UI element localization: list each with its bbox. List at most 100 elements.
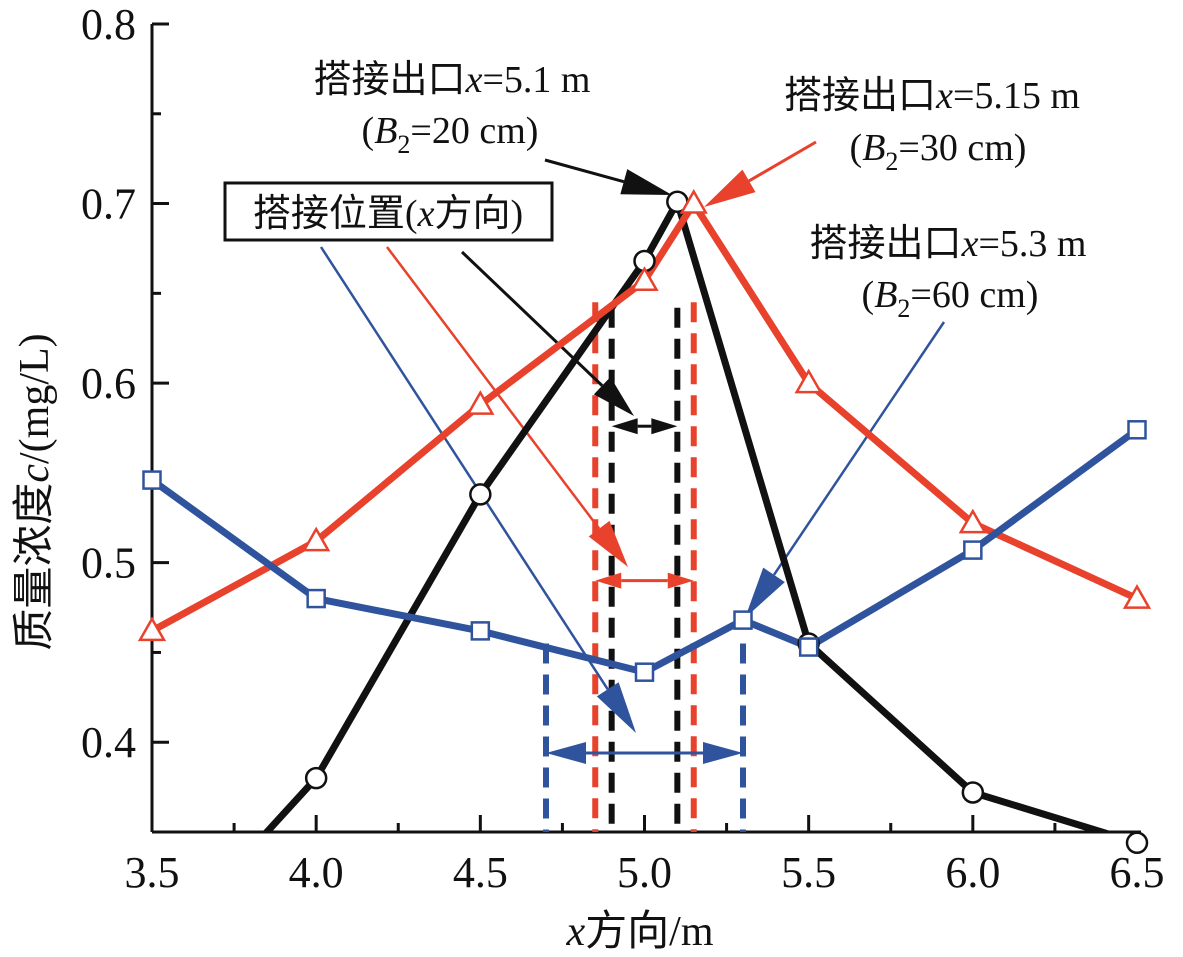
- y-tick-label: 0.6: [81, 359, 136, 408]
- series-markers-triangle: [137, 189, 1152, 642]
- x-tick-label: 3.5: [125, 848, 180, 897]
- annotation-20-width: =20 cm): [410, 110, 538, 152]
- data-point-square: [306, 588, 326, 609]
- annotation-30-paren: (: [850, 127, 863, 169]
- x-tick-label: 5.0: [617, 848, 672, 897]
- series-layer: [137, 189, 1152, 855]
- overlap-position-text-a: 搭接位置(: [253, 193, 418, 235]
- annotation-outlet-30cm: 搭接出口x=5.15 m (B2=30 cm): [784, 75, 1080, 176]
- data-point-square: [798, 637, 819, 657]
- data-point-circle: [469, 483, 492, 506]
- annotation-outlet-30cm-line2: (B2=30 cm): [850, 127, 1027, 176]
- overlap-range-arrowhead-left: [546, 741, 586, 764]
- annotation-60-var: x: [961, 223, 979, 265]
- data-point-triangle: [630, 266, 659, 292]
- annotation-outlet-20cm-line2: (B2=20 cm): [362, 110, 539, 159]
- annotation-outlet-20cm: 搭接出口x=5.1 m (B2=20 cm): [314, 59, 591, 159]
- x-tick-label: 5.5: [781, 848, 836, 897]
- y-tick-label: 0.4: [81, 718, 136, 767]
- pointer-box-to-20cm-range-head: [593, 376, 634, 416]
- overlap-range-arrowhead-right: [667, 572, 694, 589]
- data-point-triangle: [958, 508, 987, 534]
- y-tick-label: 0.7: [81, 180, 136, 229]
- pointer-outlet-30cm-line: [748, 140, 817, 183]
- series-line: [262, 198, 1114, 832]
- pointer-box-to-60cm-range-head: [596, 682, 636, 733]
- annotation-outlet-60cm: 搭接出口x=5.3 m (B2=60 cm): [810, 223, 1087, 323]
- annotation-30-width: =30 cm): [898, 127, 1026, 169]
- pointer-outlet-20cm-line: [544, 158, 625, 184]
- overlap-range-arrowhead-left: [611, 418, 638, 435]
- data-point-circle: [1125, 831, 1149, 855]
- overlap-range-arrowhead-right: [703, 741, 743, 764]
- y-tick-label: 0.5: [81, 539, 136, 588]
- data-point-square: [142, 470, 162, 490]
- annotation-60-sub: 2: [897, 294, 910, 323]
- annotation-60-text: 搭接出口: [810, 223, 962, 265]
- annotation-pointers: [319, 140, 946, 733]
- pointer-outlet-60cm-head: [745, 567, 785, 618]
- axes: 0.4 0.5 0.6 0.7 0.8 3.5 4.0 4.5 5.0 5.5 6.0 6.5: [81, 0, 1165, 897]
- data-point-square: [470, 621, 491, 641]
- annotation-30-var: x: [935, 75, 953, 117]
- x-tick-label: 6.0: [945, 848, 1000, 897]
- overlap-position-box: [223, 181, 554, 242]
- data-point-triangle: [679, 189, 708, 214]
- overlap-position-text: 搭接位置(x方向): [253, 193, 523, 235]
- y-axis-title-var: c: [12, 464, 58, 483]
- y-axis-title: 质量浓度c/(mg/L): [12, 333, 58, 650]
- x-axis-title-var: x: [566, 909, 586, 955]
- overlap-range-arrowhead-right: [651, 418, 678, 435]
- pointer-outlet-30cm-head: [704, 169, 756, 207]
- annotation-20-paren: (: [362, 110, 375, 152]
- y-axis-title-unit: /(mg/L): [12, 333, 58, 464]
- annotation-60-width: =60 cm): [910, 274, 1038, 316]
- annotation-20-sub: 2: [397, 130, 410, 159]
- series-triangle: [152, 200, 1139, 634]
- x-tick-label: 4.0: [289, 848, 344, 897]
- annotation-20-var: x: [465, 59, 483, 101]
- annotation-60-paren: (: [862, 274, 875, 316]
- series-line: [152, 426, 1140, 676]
- x-axis-title-main: 方向/m: [585, 909, 714, 955]
- data-point-circle: [304, 766, 328, 790]
- pointer-box-to-30cm-range-head: [588, 520, 628, 567]
- data-point-triangle: [137, 616, 167, 642]
- annotation-30-value: =5.15 m: [953, 75, 1080, 117]
- annotation-60-value: =5.3 m: [978, 223, 1086, 265]
- pointer-outlet-20cm-head: [620, 169, 672, 195]
- annotation-30-text: 搭接出口: [784, 75, 936, 117]
- pointer-box-to-60cm-range-line: [319, 246, 609, 691]
- y-axis-title-main: 质量浓度: [12, 483, 58, 651]
- data-point-triangle: [1122, 584, 1152, 609]
- annotation-20-B: B: [374, 110, 397, 152]
- annotation-60-B: B: [874, 274, 897, 316]
- x-axis-title: x方向/m: [566, 909, 714, 955]
- data-point-triangle: [794, 368, 823, 394]
- data-point-square: [963, 540, 983, 560]
- overlap-guides: [543, 302, 746, 832]
- overlap-position-var: x: [417, 193, 435, 235]
- pointer-outlet-60cm-line: [772, 321, 946, 576]
- annotation-20-value: =5.1 m: [482, 59, 590, 101]
- data-point-circle: [961, 781, 985, 804]
- series-markers-square: [142, 420, 1147, 682]
- y-tick-label: 0.8: [81, 0, 136, 49]
- annotation-30-B: B: [862, 127, 885, 169]
- x-tick-label: 6.5: [1110, 848, 1165, 897]
- annotation-outlet-60cm-line2: (B2=60 cm): [862, 274, 1039, 323]
- annotation-outlet-30cm-line1: 搭接出口x=5.15 m: [784, 75, 1080, 117]
- series-line: [152, 200, 1139, 634]
- data-point-square: [733, 610, 753, 630]
- pointer-box-to-30cm-range-line: [386, 246, 601, 530]
- x-tick-label: 4.5: [453, 848, 508, 897]
- annotation-outlet-60cm-line1: 搭接出口x=5.3 m: [810, 223, 1087, 265]
- series-circle: [262, 198, 1114, 832]
- data-point-triangle: [302, 526, 331, 552]
- series-square: [152, 426, 1140, 676]
- data-point-triangle: [466, 390, 495, 415]
- annotation-30-sub: 2: [885, 147, 898, 176]
- pointer-box-to-20cm-range-line: [460, 250, 604, 387]
- overlap-position-text-b: 方向): [434, 193, 523, 235]
